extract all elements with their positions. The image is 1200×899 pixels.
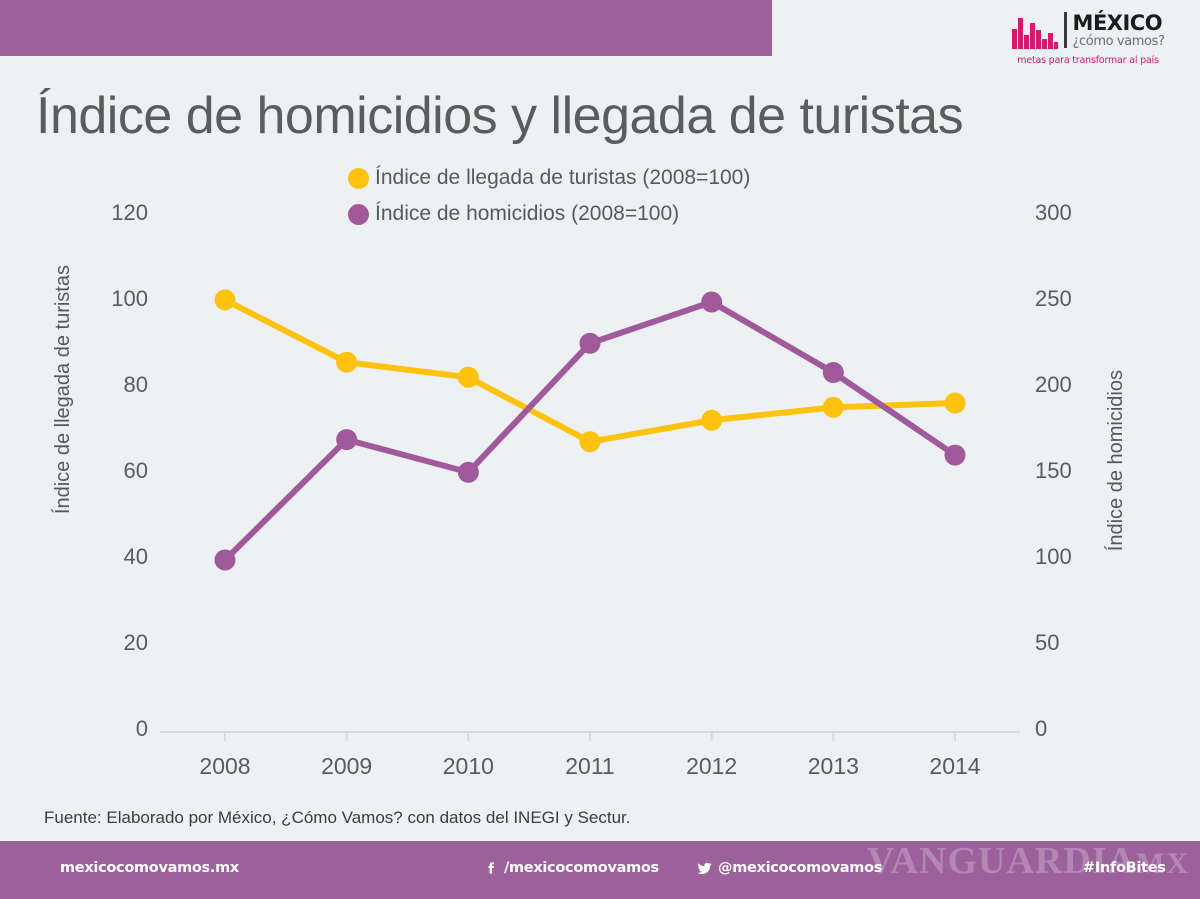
- x-tick: 2009: [321, 753, 373, 779]
- y-tick-left: 40: [123, 544, 148, 569]
- data-point-tourists-2014: [944, 392, 966, 414]
- y-tick-right: 50: [1035, 630, 1060, 655]
- data-point-tourists-2013: [822, 396, 844, 418]
- y-tick-right: 250: [1035, 286, 1072, 311]
- data-point-homicides-2010: [457, 461, 479, 483]
- data-point-tourists-2011: [579, 431, 601, 453]
- y-tick-right: 100: [1035, 544, 1072, 569]
- twitter-icon: [697, 862, 712, 874]
- footer-twitter-label: @mexicocomovamos: [718, 860, 883, 876]
- footer-facebook-label: /mexicocomovamos: [504, 860, 659, 876]
- data-point-tourists-2009: [336, 351, 358, 373]
- y-tick-left: 0: [135, 716, 148, 741]
- data-point-homicides-2013: [822, 362, 844, 384]
- logo-primary-row: MÉXICO ¿cómo vamos?: [1011, 8, 1165, 52]
- y-tick-left: 100: [111, 286, 148, 311]
- data-point-tourists-2012: [701, 409, 723, 431]
- watermark-text: VANGUARDIA: [867, 841, 1137, 882]
- y-tick-right: 150: [1035, 458, 1072, 483]
- footer-facebook-link[interactable]: /mexicocomovamos: [483, 860, 659, 876]
- logo-divider: [1063, 12, 1067, 48]
- watermark-suffix: MX: [1136, 847, 1190, 880]
- legend-marker-tourists: [348, 167, 369, 189]
- header-accent-bar: [0, 0, 772, 56]
- data-point-homicides-2009: [336, 429, 358, 451]
- x-tick: 2012: [686, 753, 738, 779]
- logo-sub-text: ¿cómo vamos?: [1072, 33, 1165, 49]
- legend-item-homicides[interactable]: Índice de homicidios (2008=100): [348, 196, 750, 232]
- vanguardia-watermark: VANGUARDIAMX: [867, 841, 1190, 883]
- footer-hashtag-label: #InfoBites: [1083, 860, 1166, 876]
- data-point-homicides-2014: [944, 444, 966, 466]
- legend-item-tourists[interactable]: Índice de llegada de turistas (2008=100): [348, 160, 750, 196]
- footer-twitter-link[interactable]: @mexicocomovamos: [697, 860, 882, 876]
- logo-tagline: metas para transformar al país: [1017, 55, 1159, 66]
- x-tick: 2008: [199, 753, 251, 779]
- data-point-tourists-2008: [214, 289, 236, 311]
- y-axis-right-title: Índice de homicidios: [1105, 370, 1127, 552]
- footer-bar: VANGUARDIAMX mexicocomovamos.mx /mexicoc…: [0, 841, 1200, 899]
- source-note: Fuente: Elaborado por México, ¿Cómo Vamo…: [44, 808, 631, 827]
- footer-website-label: mexicocomovamos.mx: [60, 860, 239, 876]
- legend-marker-homicides: [348, 203, 369, 225]
- footer-hashtag: #InfoBites: [1083, 860, 1166, 876]
- y-tick-right: 200: [1035, 372, 1072, 397]
- data-point-homicides-2012: [701, 291, 723, 313]
- legend-label-tourists: Índice de llegada de turistas (2008=100): [375, 166, 751, 189]
- footer-website-link[interactable]: mexicocomovamos.mx: [60, 860, 239, 876]
- series-line-homicides: [222, 299, 958, 563]
- chart-legend: Índice de llegada de turistas (2008=100)…: [348, 160, 750, 232]
- legend-label-homicides: Índice de homicidios (2008=100): [375, 202, 680, 225]
- page-title: Índice de homicidios y llegada de turist…: [36, 87, 964, 145]
- x-tick: 2011: [565, 753, 615, 779]
- y-tick-left: 60: [123, 458, 148, 483]
- data-point-homicides-2008: [214, 549, 236, 571]
- mexico-como-vamos-logo: MÉXICO ¿cómo vamos? metas para transform…: [998, 8, 1178, 70]
- x-tick: 2014: [929, 753, 981, 779]
- y-tick-left: 80: [123, 372, 148, 397]
- y-tick-left: 20: [123, 630, 148, 655]
- series-line-tourists: [222, 296, 958, 445]
- data-point-tourists-2010: [457, 366, 479, 388]
- x-tick: 2013: [807, 753, 859, 779]
- facebook-icon: [488, 861, 494, 874]
- y-axis-left-title: Índice de llegada de turistas: [52, 265, 74, 515]
- data-point-homicides-2011: [579, 332, 601, 354]
- y-tick-right: 0: [1035, 716, 1048, 741]
- y-tick-left: 120: [111, 200, 148, 225]
- bar-chart-logo-icon: [1011, 11, 1058, 49]
- logo-brand-text: MÉXICO: [1072, 10, 1163, 35]
- x-tick: 2010: [442, 753, 494, 779]
- logo-wordmark: MÉXICO ¿cómo vamos?: [1072, 10, 1165, 49]
- y-tick-right: 300: [1035, 200, 1072, 225]
